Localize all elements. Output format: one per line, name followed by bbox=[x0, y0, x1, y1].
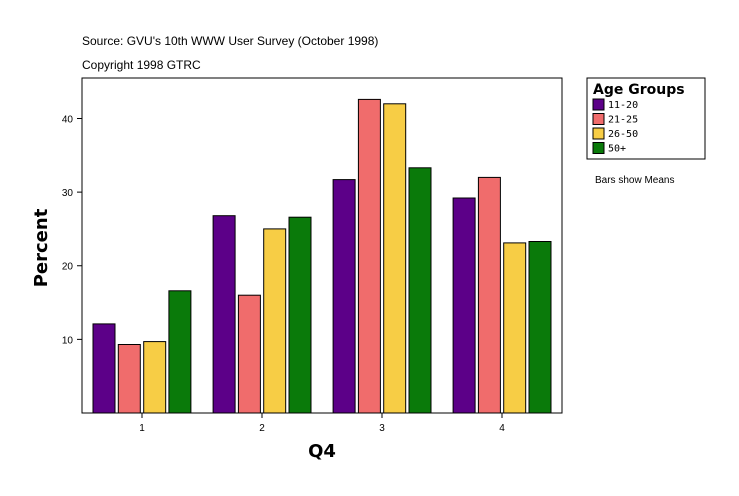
x-tick-label-3: 3 bbox=[379, 423, 385, 434]
x-axis: 1 2 3 4 bbox=[139, 413, 505, 434]
y-axis-title: Percent bbox=[31, 208, 52, 287]
y-tick-label-30: 30 bbox=[62, 188, 74, 199]
bar-21-25-cat-4 bbox=[477, 176, 501, 414]
bars-group bbox=[92, 98, 552, 414]
x-axis-title: Q4 bbox=[308, 441, 336, 462]
bar-50+-cat-3 bbox=[408, 167, 432, 414]
bar-26-50-cat-2 bbox=[263, 228, 287, 414]
legend-items: 11-20 21-25 26-50 50+ bbox=[592, 98, 638, 155]
bar-21-25-cat-2 bbox=[237, 294, 261, 414]
bar-50+-cat-2 bbox=[288, 216, 312, 414]
x-tick-label-2: 2 bbox=[259, 423, 265, 434]
bar-26-50-cat-4 bbox=[503, 242, 527, 414]
bar-26-50-cat-1 bbox=[143, 341, 167, 414]
source-text: Source: GVU's 10th WWW User Survey (Octo… bbox=[82, 34, 378, 48]
legend-label-50+: 50+ bbox=[608, 144, 626, 155]
y-tick-label-20: 20 bbox=[62, 262, 74, 273]
y-tick-label-40: 40 bbox=[62, 114, 74, 125]
bar-21-25-cat-3 bbox=[357, 98, 381, 414]
plot-area bbox=[81, 77, 563, 414]
x-tick-label-4: 4 bbox=[499, 423, 505, 434]
x-tick-label-1: 1 bbox=[139, 423, 145, 434]
y-axis: 10 20 30 40 bbox=[62, 114, 82, 346]
bar-50+-cat-4 bbox=[528, 241, 552, 414]
legend-label-21-25: 21-25 bbox=[608, 115, 638, 126]
legend-title: Age Groups bbox=[593, 82, 685, 98]
bars-note: Bars show Means bbox=[595, 175, 674, 186]
bar-21-25-cat-1 bbox=[117, 344, 141, 414]
legend-swatch-11-20 bbox=[592, 98, 605, 111]
legend-label-26-50: 26-50 bbox=[608, 129, 638, 140]
bar-11-20-cat-2 bbox=[212, 215, 236, 414]
bar-11-20-cat-3 bbox=[332, 179, 356, 414]
legend-swatch-26-50 bbox=[592, 127, 605, 140]
legend-box bbox=[586, 77, 706, 160]
legend-swatch-21-25 bbox=[592, 113, 605, 125]
bar-26-50-cat-3 bbox=[383, 103, 407, 414]
bar-11-20-cat-4 bbox=[452, 197, 476, 414]
legend-swatch-50+ bbox=[592, 142, 605, 154]
bar-50+-cat-1 bbox=[168, 290, 192, 414]
bar-11-20-cat-1 bbox=[92, 323, 116, 414]
copyright-text: Copyright 1998 GTRC bbox=[82, 58, 201, 72]
legend-label-11-20: 11-20 bbox=[608, 100, 638, 111]
y-tick-label-10: 10 bbox=[62, 335, 74, 346]
